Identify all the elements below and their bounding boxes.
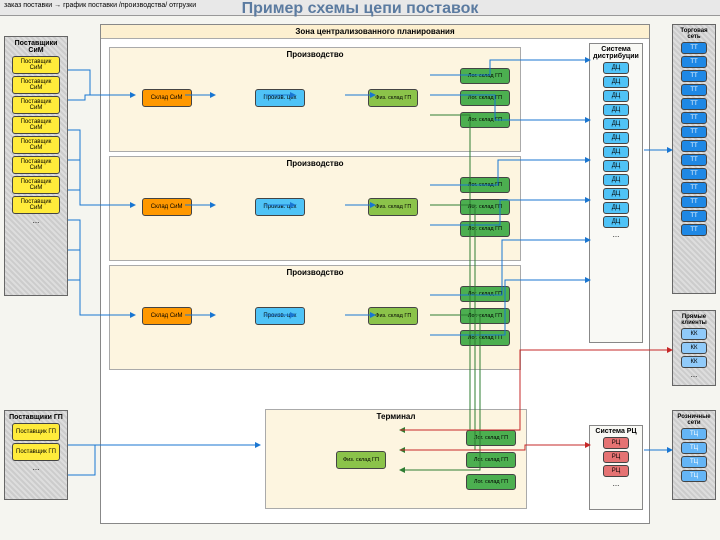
ellipsis: ...: [675, 370, 713, 379]
log-warehouse-gp: Лог. склад ГП: [460, 308, 510, 324]
log-warehouse-gp: Лог. склад ГП: [460, 90, 510, 106]
log-warehouse-gp: Лог. склад ГП: [466, 430, 516, 446]
prod-shop: Произв. цех: [255, 307, 305, 325]
log-warehouse-gp: Лог. склад ГП: [460, 221, 510, 237]
production-label: Производство: [110, 157, 520, 170]
dc-item: ДЦ: [603, 174, 629, 186]
prod-shop: Произв. цех: [255, 89, 305, 107]
tt-item: ТТ: [681, 42, 707, 54]
rc-system-label: Система РЦ: [592, 428, 640, 435]
dc-item: ДЦ: [603, 188, 629, 200]
suppliers-gp-label: Поставщики ГП: [7, 414, 65, 421]
dist-system-label: Система дистрибуции: [592, 46, 640, 60]
trade-net-label: Торговая сеть: [675, 28, 713, 40]
tt-item: ТТ: [681, 168, 707, 180]
retail-item: ТЦ: [681, 456, 707, 468]
rc-item: РЦ: [603, 451, 629, 463]
supplier-sim-item: Поставщик СиМ: [12, 196, 60, 214]
page-title: Пример схемы цепи поставок: [242, 0, 479, 18]
production-label: Производство: [110, 48, 520, 61]
tt-item: ТТ: [681, 210, 707, 222]
tt-item: ТТ: [681, 182, 707, 194]
supplier-sim-item: Поставщик СиМ: [12, 76, 60, 94]
dc-item: ДЦ: [603, 202, 629, 214]
tt-item: ТТ: [681, 224, 707, 236]
zone-header: Зона централизованного планирования: [101, 25, 649, 39]
supplier-gp-item: Поставщик ГП: [12, 443, 60, 461]
tt-item: ТТ: [681, 154, 707, 166]
trade-net-panel: Торговая сеть ТТ ТТ ТТ ТТ ТТ ТТ ТТ ТТ ТТ ТТ ТТ ТТ ТТ…: [672, 24, 716, 294]
ellipsis: ...: [7, 463, 65, 472]
dist-system-panel: Система дистрибуции ДЦ ДЦ ДЦ ДЦ ДЦ ДЦ ДЦ ДЦ ДЦ ДЦ…: [589, 43, 643, 343]
retail-net-label: Розничные сети: [675, 414, 713, 426]
tt-item: ТТ: [681, 126, 707, 138]
log-warehouse-gp: Лог. склад ГП: [460, 112, 510, 128]
client-item: КК: [681, 328, 707, 340]
supplier-sim-item: Поставщик СиМ: [12, 176, 60, 194]
suppliers-sim-label: Поставщики СиМ: [7, 40, 65, 54]
client-item: КК: [681, 356, 707, 368]
tt-item: ТТ: [681, 56, 707, 68]
supplier-sim-item: Поставщик СиМ: [12, 116, 60, 134]
direct-clients-label: Прямые клиенты: [675, 314, 713, 326]
retail-item: ТЦ: [681, 428, 707, 440]
tt-item: ТТ: [681, 140, 707, 152]
rc-system-panel: Система РЦ РЦ РЦ РЦ ...: [589, 425, 643, 510]
tt-item: ТТ: [681, 196, 707, 208]
dc-item: ДЦ: [603, 62, 629, 74]
log-warehouse-gp: Лог. склад ГП: [466, 452, 516, 468]
ellipsis: ...: [7, 216, 65, 225]
phys-warehouse-gp: Физ. склад ГП: [368, 307, 418, 325]
warehouse-sim: Склад СиМ: [142, 89, 192, 107]
ellipsis: ...: [592, 230, 640, 239]
dc-item: ДЦ: [603, 76, 629, 88]
production-block: Производство Склад СиМ Произв. цех Физ. скл…: [109, 156, 521, 261]
dc-item: ДЦ: [603, 118, 629, 130]
retail-item: ТЦ: [681, 442, 707, 454]
dc-item: ДЦ: [603, 216, 629, 228]
direct-clients-panel: Прямые клиенты КК КК КК ...: [672, 310, 716, 386]
dc-item: ДЦ: [603, 132, 629, 144]
production-label: Производство: [110, 266, 520, 279]
supplier-sim-item: Поставщик СиМ: [12, 156, 60, 174]
rc-item: РЦ: [603, 465, 629, 477]
warehouse-sim: Склад СиМ: [142, 198, 192, 216]
prod-shop: Произв. цех: [255, 198, 305, 216]
production-block: Производство Склад СиМ Произв. цех Физ. скл…: [109, 265, 521, 370]
warehouse-sim: Склад СиМ: [142, 307, 192, 325]
client-item: КК: [681, 342, 707, 354]
log-warehouse-gp: Лог. склад ГП: [460, 199, 510, 215]
retail-item: ТЦ: [681, 470, 707, 482]
supplier-sim-item: Поставщик СиМ: [12, 96, 60, 114]
dc-item: ДЦ: [603, 146, 629, 158]
log-warehouse-gp: Лог. склад ГП: [460, 330, 510, 346]
supplier-sim-item: Поставщик СиМ: [12, 56, 60, 74]
log-warehouse-gp: Лог. склад ГП: [466, 474, 516, 490]
phys-warehouse-gp: Физ. склад ГП: [336, 451, 386, 469]
planning-zone: Зона централизованного планирования Прои…: [100, 24, 650, 524]
phys-warehouse-gp: Физ. склад ГП: [368, 89, 418, 107]
phys-warehouse-gp: Физ. склад ГП: [368, 198, 418, 216]
terminal-block: Терминал Физ. склад ГП Лог. склад ГП Лог…: [265, 409, 527, 509]
tt-item: ТТ: [681, 98, 707, 110]
log-warehouse-gp: Лог. склад ГП: [460, 68, 510, 84]
supplier-sim-item: Поставщик СиМ: [12, 136, 60, 154]
tt-item: ТТ: [681, 70, 707, 82]
retail-net-panel: Розничные сети ТЦ ТЦ ТЦ ТЦ: [672, 410, 716, 500]
terminal-label: Терминал: [266, 410, 526, 423]
tt-item: ТТ: [681, 112, 707, 124]
supplier-gp-item: Поставщик ГП: [12, 423, 60, 441]
log-warehouse-gp: Лог. склад ГП: [460, 286, 510, 302]
dc-item: ДЦ: [603, 90, 629, 102]
log-warehouse-gp: Лог. склад ГП: [460, 177, 510, 193]
dc-item: ДЦ: [603, 104, 629, 116]
tt-item: ТТ: [681, 84, 707, 96]
suppliers-gp-panel: Поставщики ГП Поставщик ГП Поставщик ГП .…: [4, 410, 68, 500]
ellipsis: ...: [592, 479, 640, 488]
dc-item: ДЦ: [603, 160, 629, 172]
production-block: Производство Склад СиМ Произв. цех Физ. скл…: [109, 47, 521, 152]
rc-item: РЦ: [603, 437, 629, 449]
suppliers-sim-panel: Поставщики СиМ Поставщик СиМ Поставщик Си…: [4, 36, 68, 296]
